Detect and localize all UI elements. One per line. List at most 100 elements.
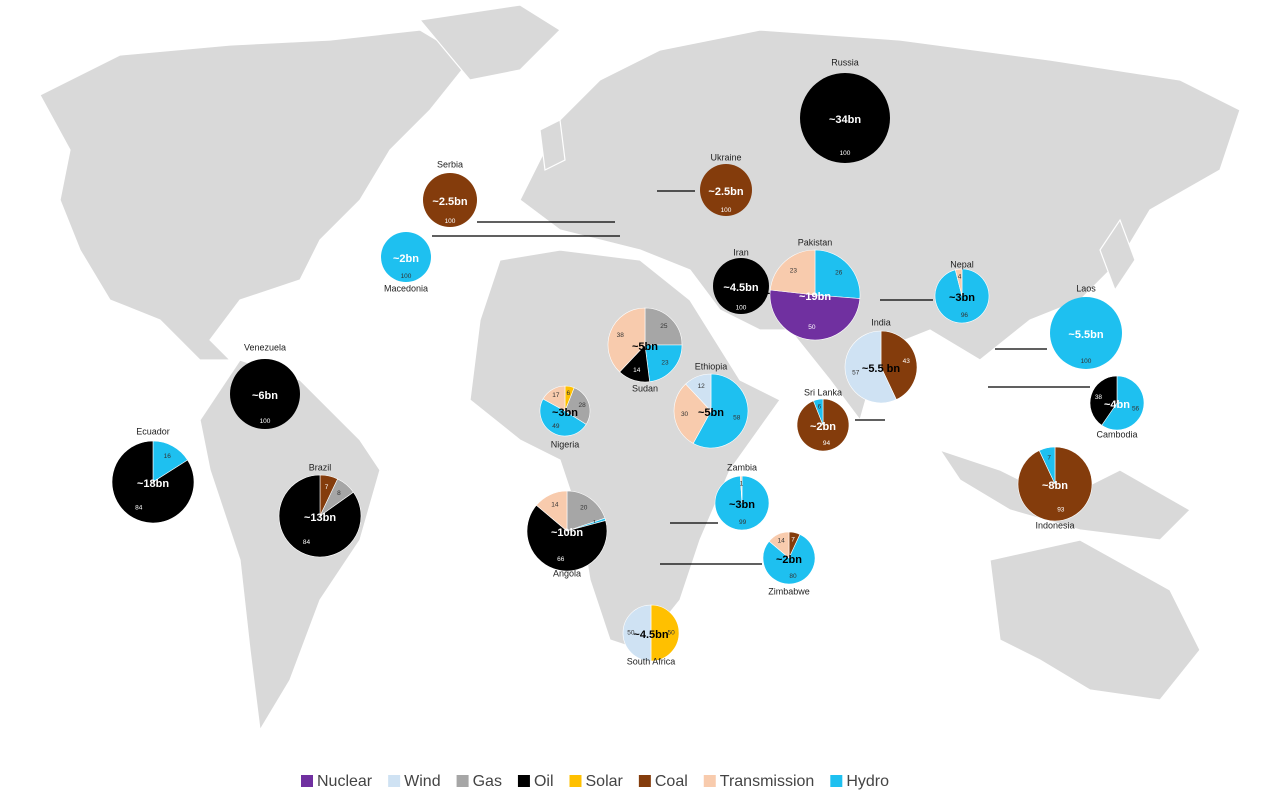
slice-value-label: 26 <box>835 270 843 277</box>
pie-total-label: ~34bn <box>829 114 861 126</box>
country-pie: 56 38~4bn Cambodia <box>1089 375 1145 439</box>
pie-total-label: ~6bn <box>252 390 278 402</box>
country-name: South Africa <box>627 656 676 666</box>
country-pie: 7 8 84 ~13bn Brazil <box>278 462 362 558</box>
country-pie: 20 1 66 14 ~10bn Angola <box>526 490 608 578</box>
country-name: Cambodia <box>1096 429 1137 439</box>
country-pie: 100 ~2bn Macedonia <box>381 232 431 293</box>
pie-slice <box>700 164 752 216</box>
pie-total-label: ~2bn <box>776 554 802 566</box>
pie-slice <box>607 307 646 373</box>
slice-value-label: 80 <box>789 573 797 580</box>
slice-value-label: 84 <box>135 505 143 512</box>
country-pie: 7 80 14 ~2bn Zimbabwe <box>762 531 816 596</box>
pie-total-label: ~13bn <box>304 512 336 524</box>
pie-slice <box>423 173 477 227</box>
country-name: Nigeria <box>551 439 580 449</box>
country-name: India <box>871 317 891 327</box>
country-pie: 100 ~2.5bn Ukraine <box>700 152 752 216</box>
pie-total-label: ~3bn <box>729 499 755 511</box>
legend-swatch <box>703 775 716 787</box>
pie-total-label: ~18bn <box>137 478 169 490</box>
legend-swatch <box>388 775 401 787</box>
pie-slice <box>644 307 683 346</box>
slice-value-label: 25 <box>660 323 668 330</box>
world-map <box>39 4 1241 732</box>
slice-value-label: 93 <box>1057 507 1065 514</box>
pie-slice <box>844 330 897 404</box>
pie-total-label: ~5bn <box>632 341 658 353</box>
pie-total-label: ~5.5bn <box>1068 329 1103 341</box>
pie-slice <box>813 398 824 426</box>
pie-slice <box>539 398 587 437</box>
pie-total-label: ~5bn <box>698 407 724 419</box>
country-name: Brazil <box>309 462 332 472</box>
pie-slice <box>673 383 712 444</box>
pie-slice <box>800 73 890 163</box>
country-name: Macedonia <box>384 283 428 293</box>
slice-value-label: 50 <box>668 630 676 637</box>
pie-slice <box>814 249 861 299</box>
pie-slice <box>542 385 566 412</box>
country-pie: 94 6 ~2bn Sri Lanka <box>796 387 850 452</box>
country-name: Sri Lanka <box>804 387 842 397</box>
slice-value-label: 100 <box>401 273 412 280</box>
pie-slice <box>278 474 362 558</box>
slice-value-label: 50 <box>808 324 816 331</box>
pie-total-label: ~2bn <box>393 253 419 265</box>
slice-value-label: 50 <box>627 630 635 637</box>
slice-value-label: 57 <box>852 369 860 376</box>
slice-value-label: 14 <box>777 538 785 545</box>
country-name: Serbia <box>437 159 463 169</box>
slice-value-label: 1 <box>593 519 597 526</box>
pie-slice <box>564 387 591 425</box>
slice-value-label: 7 <box>1047 455 1051 462</box>
country-pie: 58 30 12 ~5bn Ethiopia <box>673 361 749 449</box>
country-name: Indonesia <box>1035 520 1074 530</box>
pie-total-label: ~4bn <box>1104 399 1130 411</box>
slice-value-label: 6 <box>818 403 822 410</box>
slice-value-label: 4 <box>958 273 962 280</box>
pie-total-label: ~3bn <box>552 407 578 419</box>
country-name: Angola <box>553 568 581 578</box>
country-pie: 99 1 ~3bn Zambia <box>714 462 770 531</box>
country-pie: 93 7 ~8bn Indonesia <box>1017 446 1093 530</box>
slice-value-label: 23 <box>661 359 669 366</box>
pie-slice <box>566 490 606 532</box>
pie-slice <box>954 268 963 297</box>
country-pie: 26 50 23 ~19bn Pakistan <box>769 237 861 341</box>
pie-slice <box>713 258 769 314</box>
legend-label: Transmission <box>720 773 815 790</box>
pie-total-label: ~2.5bn <box>708 186 743 198</box>
legend-swatch <box>569 775 582 787</box>
legend-label: Coal <box>655 773 688 790</box>
slice-value-label: 100 <box>1081 358 1092 365</box>
slice-value-label: 20 <box>580 504 588 511</box>
pie-slice <box>230 359 300 429</box>
pie-slice <box>535 490 568 532</box>
country-pie: 50 50~4.5bn South Africa <box>622 604 680 666</box>
country-pie: 100 ~34bn Russia <box>800 57 890 163</box>
legend-label: Solar <box>586 773 624 790</box>
country-name: Ecuador <box>136 426 170 436</box>
country-name: Iran <box>733 247 749 257</box>
slice-value-label: 100 <box>721 207 732 214</box>
pie-slice <box>650 604 680 662</box>
pie-slice <box>769 249 816 296</box>
legend-swatch <box>456 775 469 787</box>
slice-value-label: 84 <box>303 539 311 546</box>
pie-slice <box>622 604 652 662</box>
slice-value-label: 14 <box>551 502 559 509</box>
slice-value-label: 66 <box>557 556 565 563</box>
country-pie: 43 57 ~5.5 bn India <box>844 317 918 404</box>
country-pie: 6 28 49 17 ~3bn Nigeria <box>539 385 591 449</box>
legend-label: Nuclear <box>317 773 373 790</box>
country-name: Ukraine <box>710 152 741 162</box>
country-pie: 100 ~5.5bn Laos <box>1050 283 1122 369</box>
pie-slice <box>526 504 608 572</box>
pie-total-label: ~8bn <box>1042 480 1068 492</box>
slice-value-label: 100 <box>840 150 851 157</box>
pie-slice <box>644 344 683 383</box>
legend-swatch <box>301 775 313 787</box>
